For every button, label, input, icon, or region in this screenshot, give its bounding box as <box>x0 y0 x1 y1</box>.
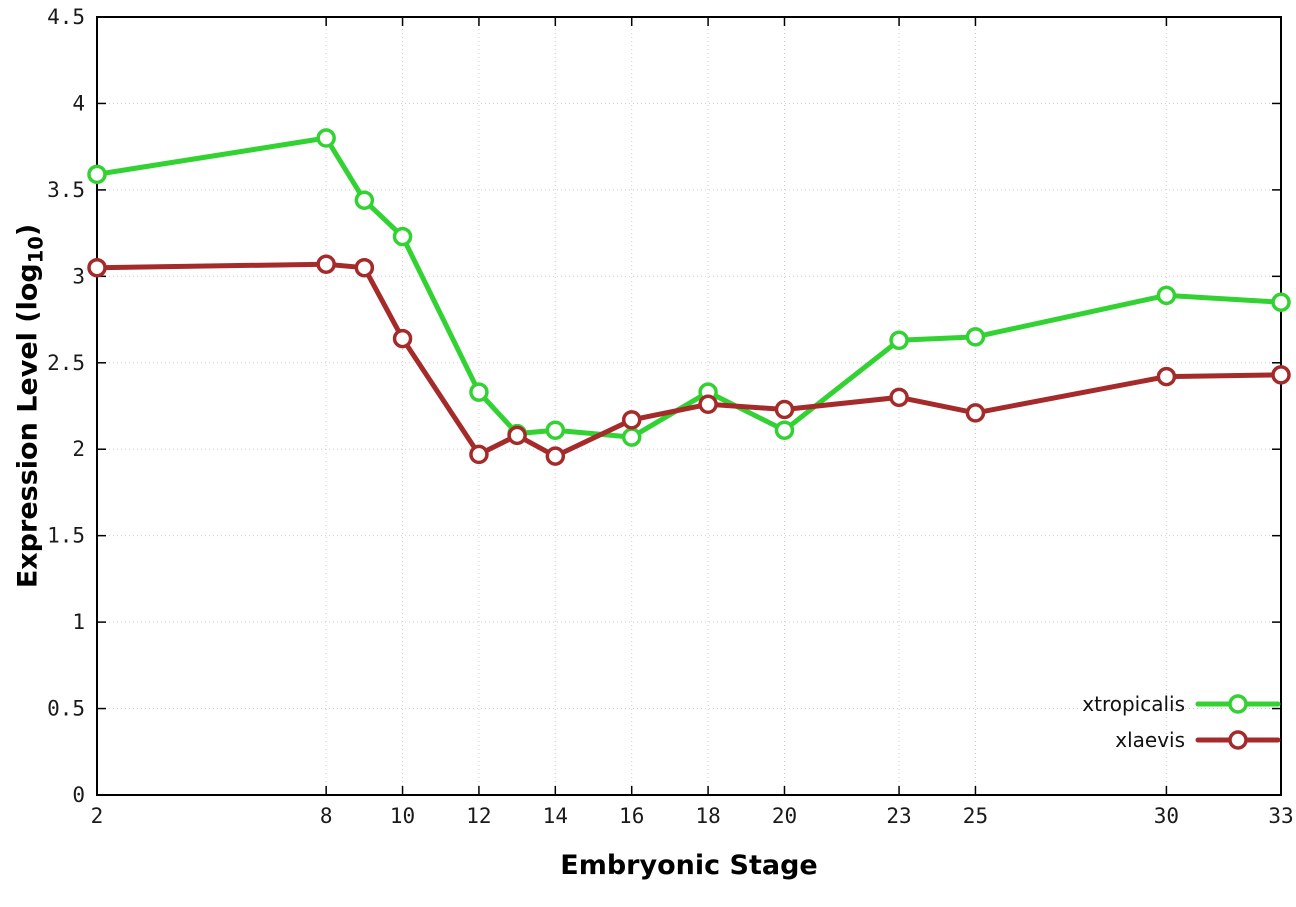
data-point-xlaevis <box>354 257 375 278</box>
y-axis-title: Expression Level (log10) <box>12 224 47 588</box>
x-tick-label: 18 <box>695 804 720 828</box>
data-point-xtropicalis <box>1271 292 1291 313</box>
data-point-xlaevis <box>698 394 718 415</box>
data-point-xlaevis <box>889 387 909 408</box>
y-tick-label: 2.5 <box>47 351 85 375</box>
x-tick-label: 14 <box>543 804 568 828</box>
legend-label-xlaevis: xlaevis <box>1115 728 1185 752</box>
x-tick-label: 23 <box>886 804 911 828</box>
x-tick-label: 25 <box>963 804 988 828</box>
y-tick-label: 0 <box>72 783 85 807</box>
data-point-xlaevis <box>507 425 527 446</box>
data-point-xlaevis <box>774 399 795 420</box>
data-point-xtropicalis <box>87 164 107 185</box>
series-line-xlaevis <box>94 261 1284 459</box>
y-tick-label: 1.5 <box>47 524 85 548</box>
legend-marker-xlaevis <box>1228 730 1248 750</box>
y-axis-title-text: Expression Level (log <box>12 263 44 589</box>
x-tick-label: 2 <box>91 804 104 828</box>
data-point-xlaevis <box>621 410 642 430</box>
data-point-xtropicalis <box>1156 285 1177 306</box>
y-axis-title-close: ) <box>12 223 44 237</box>
data-point-xlaevis <box>392 328 413 349</box>
data-point-xtropicalis <box>965 327 986 347</box>
data-point-xtropicalis <box>469 382 489 402</box>
series-line-xtropicalis <box>94 135 1284 440</box>
y-tick-label: 4.5 <box>47 5 85 29</box>
x-tick-label: 20 <box>772 804 797 828</box>
data-point-xlaevis <box>1156 366 1177 387</box>
x-tick-label: 30 <box>1154 804 1179 828</box>
y-tick-label: 0.5 <box>47 697 85 721</box>
legend-label-xtropicalis: xtropicalis <box>1082 692 1185 716</box>
data-point-xlaevis <box>87 257 107 278</box>
data-point-xtropicalis <box>889 330 909 351</box>
x-tick-label: 16 <box>619 804 644 828</box>
data-point-xtropicalis <box>774 420 795 440</box>
data-point-xtropicalis <box>621 427 642 447</box>
y-tick-label: 4 <box>72 91 85 115</box>
x-tick-label: 12 <box>466 804 491 828</box>
y-tick-label: 3 <box>72 264 85 288</box>
data-point-xlaevis <box>469 444 489 465</box>
y-axis-title-subscript: 10 <box>24 236 48 264</box>
y-tick-label: 2 <box>72 437 85 461</box>
x-tick-label: 33 <box>1268 804 1293 828</box>
data-point-xtropicalis <box>354 190 375 211</box>
x-tick-label: 10 <box>390 804 415 828</box>
plot-border <box>96 16 1282 796</box>
x-tick-label: 8 <box>320 804 333 828</box>
data-point-xtropicalis <box>316 128 336 148</box>
data-point-xlaevis <box>965 403 986 423</box>
data-point-xlaevis <box>545 446 566 466</box>
data-point-xtropicalis <box>392 226 413 247</box>
y-tick-label: 3.5 <box>47 178 85 202</box>
data-point-xlaevis <box>316 254 336 274</box>
x-axis-title: Embryonic Stage <box>560 850 818 881</box>
data-point-xlaevis <box>1271 365 1291 385</box>
data-point-xtropicalis <box>545 420 566 440</box>
y-tick-label: 1 <box>72 610 85 634</box>
legend-marker-xtropicalis <box>1228 694 1248 714</box>
